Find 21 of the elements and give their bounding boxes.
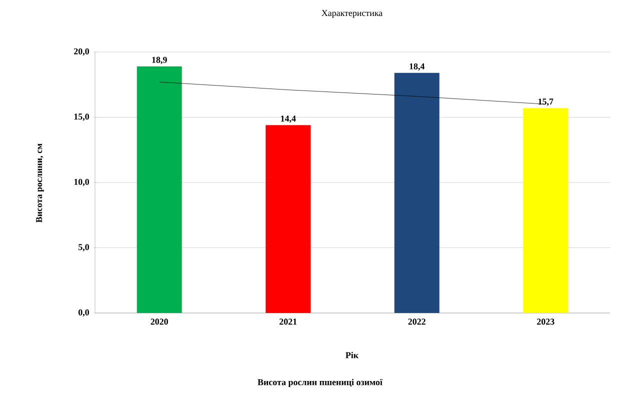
bar [136,66,182,313]
y-tick-label: 20,0 [74,48,90,56]
y-axis-title: Висота рослини, см [36,144,44,222]
y-tick-label: 15,0 [74,114,90,121]
x-axis-title: Рік [346,352,359,358]
bar [266,125,311,313]
x-tick-label: 2021 [280,318,297,325]
x-tick-label: 2022 [408,318,426,325]
x-tick-label: 2020 [150,318,168,325]
data-label: 18,9 [152,56,167,64]
data-label: 18,4 [410,63,425,71]
chart-title: Характеристика [322,10,383,18]
bar [523,108,568,313]
y-tick-label: 5,0 [78,244,90,252]
data-label: 15,7 [538,98,554,106]
bar [394,72,440,313]
text: Висота рослин пшениці озимої [258,378,383,388]
data-label: 14,4 [281,116,296,123]
y-tick-label: 10,0 [74,178,90,186]
x-tick-label: 2023 [537,318,554,325]
y-tick-label: 0,0 [78,309,90,317]
